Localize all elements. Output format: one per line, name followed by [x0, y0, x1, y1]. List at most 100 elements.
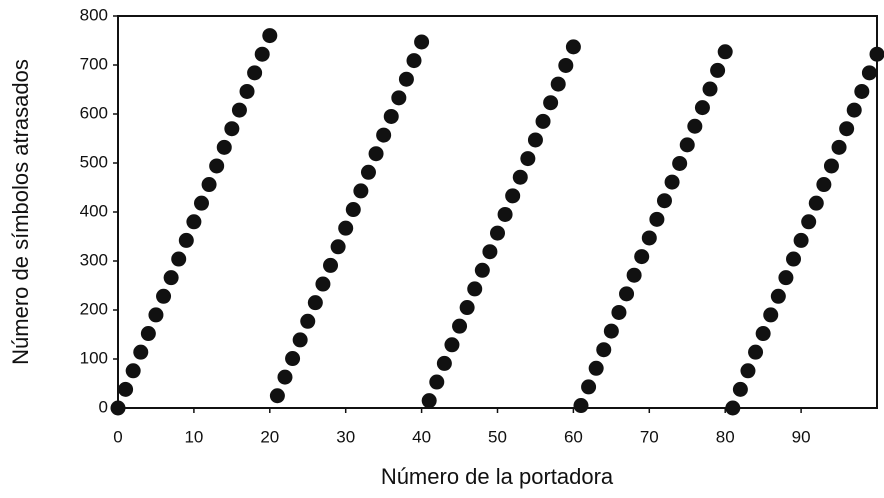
point — [588, 360, 604, 376]
x-tick-label: 20 — [260, 427, 279, 446]
point — [558, 57, 574, 73]
point — [596, 342, 612, 358]
x-tick-label: 40 — [412, 427, 431, 446]
point — [573, 398, 589, 414]
point — [307, 295, 323, 311]
point — [786, 251, 802, 267]
point — [808, 195, 824, 211]
point — [839, 121, 855, 137]
point — [641, 230, 657, 246]
point — [816, 177, 832, 193]
point — [687, 118, 703, 134]
point — [398, 71, 414, 87]
y-tick-label: 0 — [99, 397, 108, 416]
point — [755, 326, 771, 342]
x-axis-title: Número de la portadora — [381, 464, 614, 489]
point — [376, 127, 392, 143]
point — [656, 193, 672, 209]
point — [725, 400, 741, 416]
point — [269, 388, 285, 404]
y-tick-label: 300 — [80, 250, 108, 269]
point — [801, 214, 817, 230]
point — [649, 211, 665, 227]
point — [383, 108, 399, 124]
point — [247, 65, 263, 81]
point — [474, 262, 490, 278]
point — [414, 34, 430, 50]
point — [535, 113, 551, 129]
point — [694, 100, 710, 116]
point — [178, 232, 194, 248]
point — [611, 304, 627, 320]
x-tick-label: 10 — [184, 427, 203, 446]
point — [717, 44, 733, 60]
point — [550, 76, 566, 92]
point — [497, 206, 513, 222]
point — [300, 313, 316, 329]
point — [482, 244, 498, 260]
point — [193, 195, 209, 211]
point — [436, 355, 452, 371]
y-tick-label: 400 — [80, 201, 108, 220]
point — [315, 276, 331, 292]
point — [239, 83, 255, 99]
point — [490, 225, 505, 241]
y-axis-title: Número de símbolos atrasados — [8, 59, 33, 365]
point — [512, 169, 528, 185]
point — [793, 232, 809, 248]
point — [626, 267, 642, 283]
x-tick-label: 30 — [336, 427, 355, 446]
point — [360, 164, 376, 180]
point — [732, 381, 748, 397]
point — [323, 257, 339, 273]
point — [740, 363, 756, 379]
point — [452, 318, 468, 334]
point — [619, 286, 635, 302]
point — [505, 188, 521, 204]
point — [285, 351, 301, 367]
x-tick-label: 80 — [716, 427, 735, 446]
point — [467, 281, 483, 297]
point — [148, 307, 164, 323]
point — [846, 102, 862, 118]
y-tick-label: 600 — [80, 103, 108, 122]
point — [209, 158, 225, 174]
point — [110, 400, 126, 416]
point — [831, 139, 847, 155]
point — [140, 326, 156, 342]
point — [543, 95, 559, 111]
point — [603, 323, 619, 339]
y-tick-label: 700 — [80, 54, 108, 73]
point — [710, 62, 726, 78]
point — [406, 53, 422, 69]
point — [702, 81, 718, 97]
point — [231, 102, 247, 118]
y-tick-label: 200 — [80, 299, 108, 318]
point — [748, 344, 764, 360]
x-tick-label: 50 — [488, 427, 507, 446]
point — [186, 214, 202, 230]
point — [520, 151, 536, 167]
point — [679, 137, 695, 153]
point — [672, 155, 688, 171]
point — [353, 183, 369, 199]
x-tick-label: 70 — [640, 427, 659, 446]
point — [277, 369, 293, 385]
point — [421, 393, 437, 409]
y-tick-label: 100 — [80, 348, 108, 367]
point — [368, 146, 384, 162]
point — [823, 158, 839, 174]
y-tick-label: 800 — [80, 5, 108, 24]
point — [565, 39, 581, 55]
point — [254, 46, 270, 62]
y-tick-label: 500 — [80, 152, 108, 171]
point — [527, 132, 543, 148]
x-tick-label: 60 — [564, 427, 583, 446]
point — [861, 65, 877, 81]
point — [770, 288, 786, 304]
point — [118, 381, 134, 397]
point — [216, 139, 232, 155]
point — [763, 307, 779, 323]
point — [778, 270, 794, 286]
